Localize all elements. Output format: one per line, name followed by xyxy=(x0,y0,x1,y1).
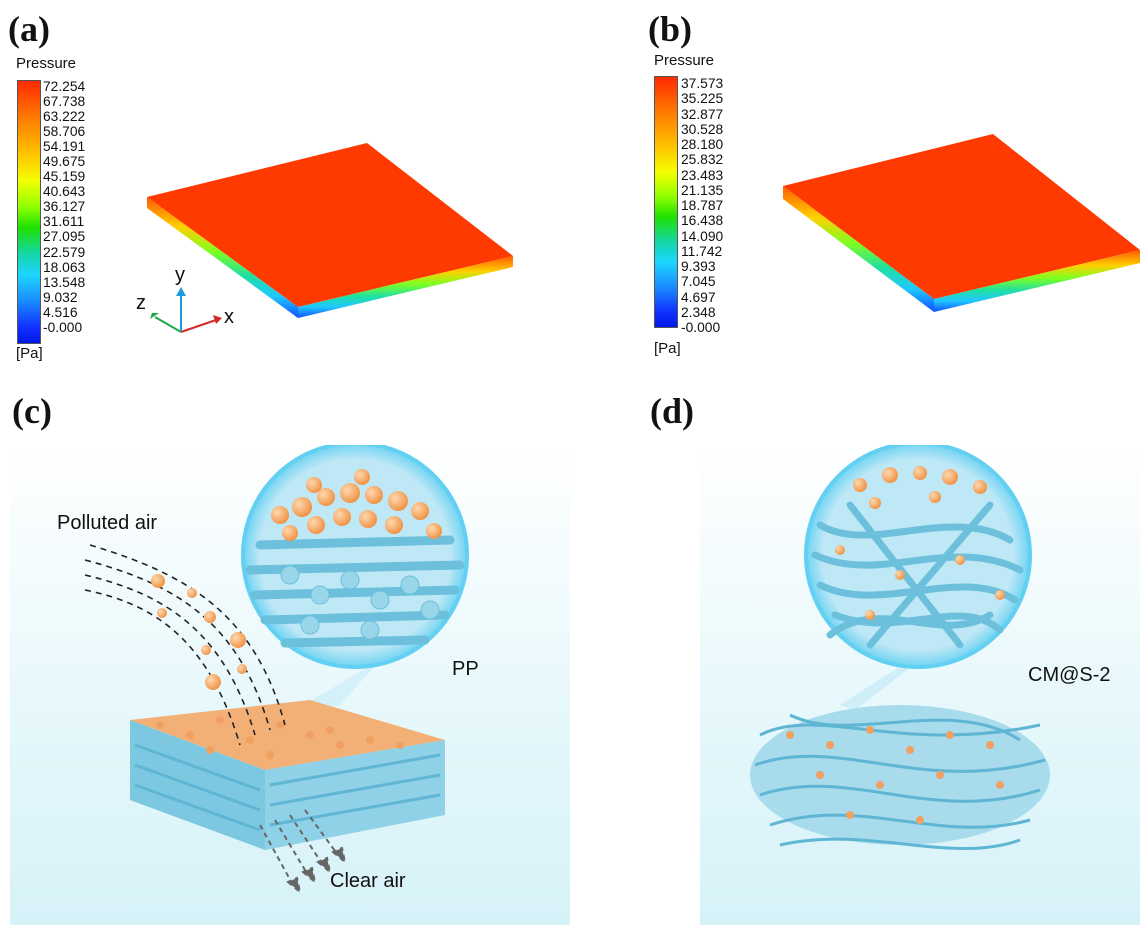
legend-b-tick: 25.832 xyxy=(681,152,724,168)
legend-a-tick: 27.095 xyxy=(43,229,86,245)
pollutant-particles xyxy=(151,574,247,690)
axis-triad xyxy=(150,287,222,333)
axis-y-label: y xyxy=(175,264,185,286)
legend-b-unit: [Pa] xyxy=(654,340,681,357)
legend-b-tick: 37.573 xyxy=(681,76,724,91)
legend-b-tick: 23.483 xyxy=(681,167,724,183)
pp-fiber-mat xyxy=(130,700,445,850)
pp-magnifier-lens xyxy=(241,445,469,669)
panel-a-letter: (a) xyxy=(8,9,50,49)
slab-b-left-side xyxy=(783,186,934,312)
cms2-label: CM@S-2 xyxy=(1028,664,1111,686)
axis-x-label: x xyxy=(224,306,234,328)
legend-b-tick: 21.135 xyxy=(681,182,724,198)
panel-d-illustration xyxy=(700,445,1140,925)
slab-a-top xyxy=(147,143,513,307)
legend-b-tick: 7.045 xyxy=(681,274,716,290)
legend-b-tick: 2.348 xyxy=(681,304,716,320)
legend-a-tick: 72.254 xyxy=(43,79,86,94)
legend-a-tick: -0.000 xyxy=(43,319,83,335)
legend-a-tick: 67.738 xyxy=(43,94,86,110)
legend-b-colorbar xyxy=(654,76,678,328)
legend-b-ticks: 37.573 35.225 32.877 30.528 28.180 25.832 23.4… xyxy=(681,76,723,335)
legend-a-tick: 49.675 xyxy=(43,154,86,170)
legend-a-tick: 31.611 xyxy=(43,214,85,230)
panel-d-letter: (d) xyxy=(650,391,694,431)
cms2-magnifier-lens xyxy=(804,445,1032,669)
airflow-streamlines xyxy=(84,544,286,746)
legend-a-tick: 58.706 xyxy=(43,124,86,140)
clear-air-arrows xyxy=(259,809,347,895)
legend-a-title: Pressure xyxy=(16,55,77,72)
legend-b-tick: 4.697 xyxy=(681,289,716,305)
panel-b-letter: (b) xyxy=(648,9,692,49)
legend-b-tick: 18.787 xyxy=(681,198,724,213)
clear-air-label: Clear air xyxy=(330,870,406,892)
axis-z-label: z xyxy=(136,292,146,314)
legend-a-ticks: 72.254 67.738 63.222 58.706 54.191 49.675 45.1… xyxy=(43,79,85,335)
legend-b-tick: 35.225 xyxy=(681,91,724,107)
legend-b-title: Pressure xyxy=(654,52,715,69)
legend-a-tick: 45.159 xyxy=(43,169,86,185)
legend-b-tick: 11.742 xyxy=(681,243,723,259)
legend-a-tick: 40.643 xyxy=(43,184,86,200)
legend-a-colorbar xyxy=(17,80,41,344)
legend-a-tick: 18.063 xyxy=(43,259,86,275)
legend-b-tick: 16.438 xyxy=(681,213,724,229)
legend-a-unit: [Pa] xyxy=(16,345,43,362)
legend-a-tick: 22.579 xyxy=(43,244,86,260)
legend-a-tick: 13.548 xyxy=(43,274,86,290)
slab-a-left-side xyxy=(147,197,298,318)
legend-b-tick: 14.090 xyxy=(681,228,724,244)
legend-b-tick: 32.877 xyxy=(681,106,724,122)
legend-a-tick: 63.222 xyxy=(43,109,86,125)
legend-b-tick: 9.393 xyxy=(681,259,716,274)
polluted-air-label: Polluted air xyxy=(57,512,158,534)
legend-a-tick: 36.127 xyxy=(43,199,86,215)
slab-b-right-side xyxy=(934,250,1140,312)
slab-a-right-side xyxy=(298,256,513,318)
slab-b-top xyxy=(783,134,1140,299)
legend-a-tick: 9.032 xyxy=(43,289,78,305)
panel-c-illustration xyxy=(10,445,570,925)
legend-a-tick: 54.191 xyxy=(43,139,86,155)
legend-b-tick: 30.528 xyxy=(681,121,724,137)
legend-a-tick: 4.516 xyxy=(43,304,78,320)
panel-c-letter: (c) xyxy=(12,391,52,431)
pp-label: PP xyxy=(452,658,479,680)
legend-b-tick: 28.180 xyxy=(681,137,724,152)
legend-b-tick: -0.000 xyxy=(681,320,721,335)
cms2-fiber-mat xyxy=(750,705,1050,851)
